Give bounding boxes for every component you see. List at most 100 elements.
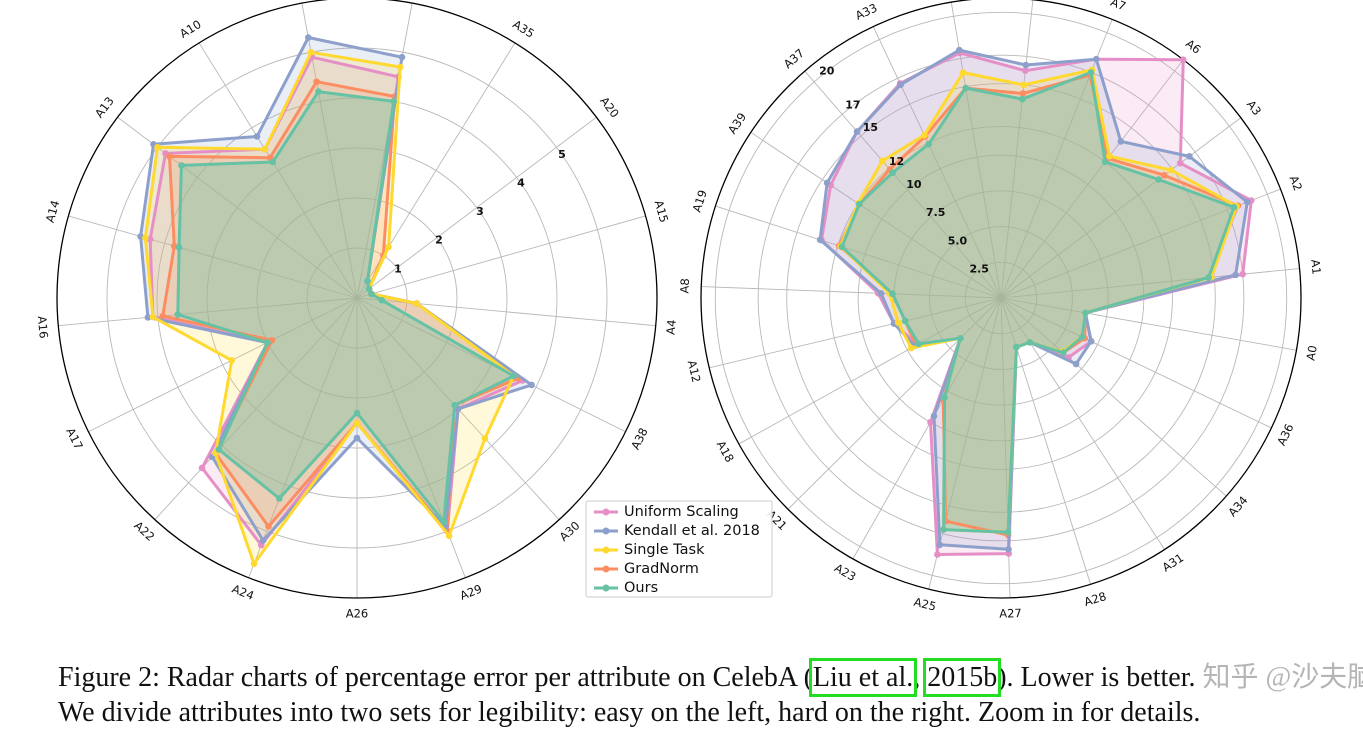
citation-link-year[interactable]: 2015b [923,658,1002,697]
data-point [1087,69,1095,76]
series-area [150,57,523,546]
legend-marker [602,584,610,592]
axis-label: A2 [1287,174,1306,193]
data-point [927,418,934,426]
spoke-line [787,297,1002,510]
data-point [178,162,185,169]
axis-label: A31 [1160,551,1187,575]
data-point [921,131,928,139]
data-point [159,312,167,320]
grid-circle [964,261,1038,335]
axis-label: A6 [1183,36,1204,56]
axis-label: A3 [1244,98,1264,119]
data-point [1106,152,1113,160]
spoke-line [1000,19,1113,299]
axis-label: A7 [1109,0,1128,13]
series-line [818,48,1249,551]
series-area [145,52,514,564]
data-point [1155,176,1162,183]
data-point [440,518,447,526]
data-point [451,401,458,409]
axis-label: A34 [1225,493,1250,519]
axis-label: A37 [781,46,807,71]
data-point [1117,138,1125,145]
axis-label: A10 [177,17,204,41]
series-line [840,70,1236,534]
data-point [166,153,173,160]
data-point [889,290,896,298]
data-point [390,98,398,105]
axis-label: A27 [999,606,1022,621]
watermark: 知乎 @沙夫脑 [1202,662,1363,693]
data-point [368,290,375,298]
data-point [365,285,373,293]
radial-tick-label: 10 [906,178,922,191]
legend-marker [602,546,610,554]
spoke-line [154,297,358,521]
radar-chart-easy: 12345A5A35A20A15A4A38A30A29A26A24A22A17A… [35,0,679,621]
data-point [1179,56,1187,64]
spoke-line [701,286,1002,299]
spoke-line [88,297,358,433]
series-area [177,91,514,522]
axis-label: A33 [853,1,879,23]
axis-label: A18 [714,438,737,464]
axis-label: A1 [1308,259,1323,275]
caption-line-2: We divide attributes into two sets for l… [58,697,1201,728]
grid-circle [829,126,1173,470]
data-point [1101,158,1109,166]
data-point [353,409,361,417]
data-point [144,314,152,321]
spoke-line [715,205,1002,299]
data-point [364,277,371,285]
data-point [1022,67,1029,75]
data-point [897,81,904,89]
citation-link-authors[interactable]: Liu et al. [808,658,918,697]
data-point [265,523,272,530]
data-point [528,381,535,389]
radial-tick-label: 1 [394,262,402,275]
axis-label: A35 [510,17,537,41]
data-point [276,495,283,502]
series-area [162,81,519,532]
data-point [149,313,157,321]
data-point [313,78,320,86]
legend: Uniform Scaling Kendall et al. 2018 Single… [585,500,773,598]
data-point [307,48,315,56]
axis-label: A24 [230,582,256,603]
data-point [253,133,261,140]
spoke-line [356,297,626,433]
data-point [1018,95,1026,103]
data-point [1004,528,1012,536]
radial-tick-label: 15 [863,121,878,134]
axis-label: A30 [557,518,583,544]
data-point [959,69,967,76]
data-point [1082,309,1089,317]
data-point [445,532,453,540]
spoke-line [356,116,597,299]
spoke-line [356,3,413,299]
axis-label: A38 [628,425,651,451]
spoke-line [738,297,1002,445]
data-point [510,372,517,380]
axis-label: A28 [1082,589,1108,609]
spoke-line [709,297,1002,369]
data-point [396,63,404,71]
grid-circle [714,11,1288,585]
axis-label: A0 [1303,344,1319,361]
data-point [1205,274,1212,281]
axis-label: A25 [912,595,937,614]
data-point [154,144,161,151]
data-point [930,412,938,420]
spoke-line [1000,297,1272,429]
radial-tick-label: 2 [435,234,443,247]
spoke-line [1000,297,1297,351]
spoke-line [804,70,1002,299]
data-point [940,526,947,533]
spoke-line [1000,297,1227,497]
series-area [840,69,1237,533]
axis-label: A36 [1274,421,1296,447]
legend-marker [602,565,610,573]
data-point [398,53,406,61]
data-point [879,157,886,165]
